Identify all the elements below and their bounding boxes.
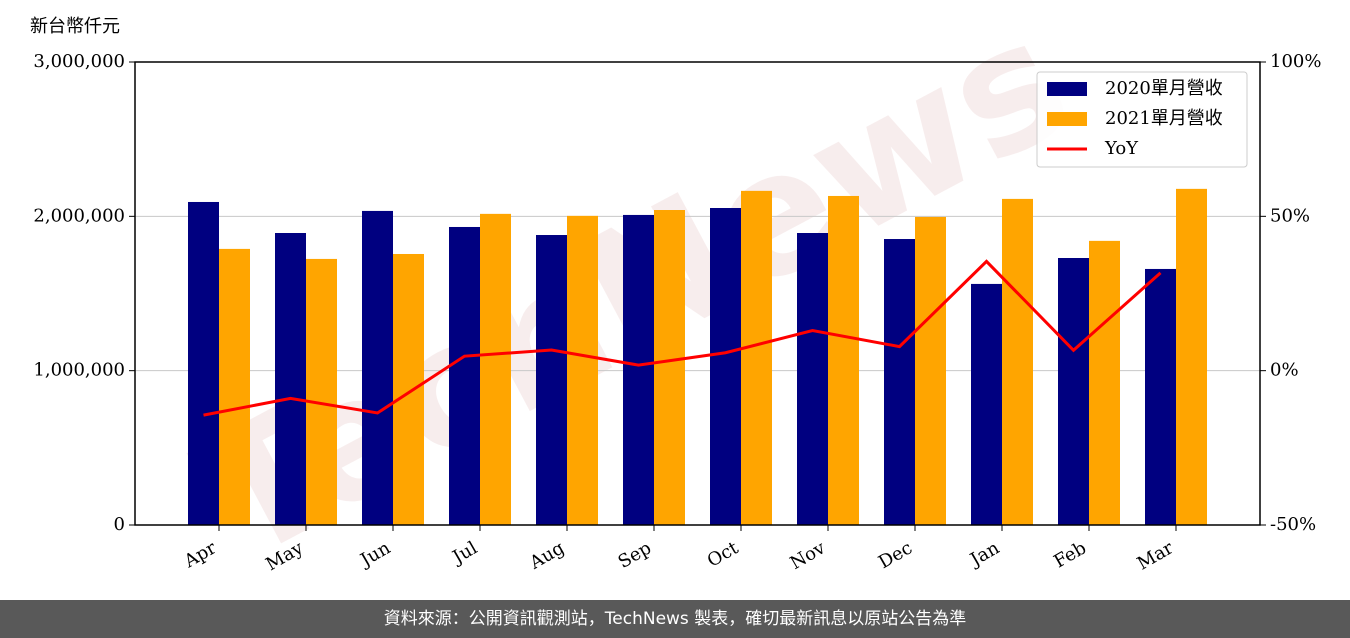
legend-swatch: [1047, 112, 1087, 126]
y2-tick-label: -50%: [1270, 514, 1316, 535]
bar: [741, 190, 772, 525]
bar: [971, 283, 1002, 525]
x-tick-label: Jul: [447, 537, 481, 569]
legend-label: YoY: [1104, 138, 1139, 159]
x-tick-label: Nov: [787, 537, 830, 574]
bar: [654, 210, 685, 525]
bar: [219, 248, 250, 526]
bar: [536, 235, 567, 525]
legend-label: 2021單月營收: [1105, 108, 1223, 129]
y-tick-label: 0: [114, 514, 125, 535]
x-tick-label: Apr: [180, 537, 220, 572]
bar: [884, 239, 915, 526]
bar: [567, 215, 598, 525]
bar: [710, 207, 741, 525]
x-tick-label: Oct: [704, 537, 743, 572]
bar: [1176, 188, 1207, 525]
bar: [480, 213, 511, 525]
bar: [915, 216, 946, 525]
y-tick-label: 2,000,000: [33, 205, 125, 226]
y2-tick-label: 0%: [1270, 360, 1299, 381]
bar: [306, 258, 337, 525]
bar: [1145, 268, 1176, 525]
bar: [188, 201, 219, 525]
plot-frame: [134, 61, 1261, 526]
bar: [797, 233, 828, 525]
bar: [362, 210, 393, 525]
x-tick-label: Sep: [615, 537, 655, 572]
chart: 新台幣仟元 TechNews01,000,0002,000,0003,000,0…: [30, 0, 1321, 599]
x-tick-label: Mar: [1134, 537, 1178, 574]
line: [203, 259, 1162, 417]
legend-label: 2020單月營收: [1105, 78, 1223, 99]
x-tick-label: Jan: [965, 537, 1003, 571]
y-axis-label: 新台幣仟元: [30, 16, 120, 37]
bar: [623, 214, 654, 525]
x-tick-label: Aug: [525, 537, 568, 574]
footer: 資料來源：公開資訊觀測站，TechNews 製表，確切最新訊息以原站公告為準: [0, 600, 1350, 638]
bar: [449, 226, 480, 525]
x-tick-label: Dec: [875, 537, 916, 573]
y-tick-label: 3,000,000: [33, 51, 125, 72]
y2-tick-label: 50%: [1270, 205, 1310, 226]
bar: [1002, 198, 1033, 525]
x-tick-label: Feb: [1050, 537, 1090, 572]
legend-swatch: [1047, 82, 1087, 96]
bar: [1058, 258, 1089, 525]
y2-tick-label: 100%: [1270, 51, 1321, 72]
bar: [393, 253, 424, 525]
legend-box: [1036, 71, 1248, 168]
bar: [275, 233, 306, 525]
y-tick-label: 1,000,000: [33, 360, 125, 381]
bar: [828, 195, 859, 525]
bar: [1089, 240, 1120, 526]
